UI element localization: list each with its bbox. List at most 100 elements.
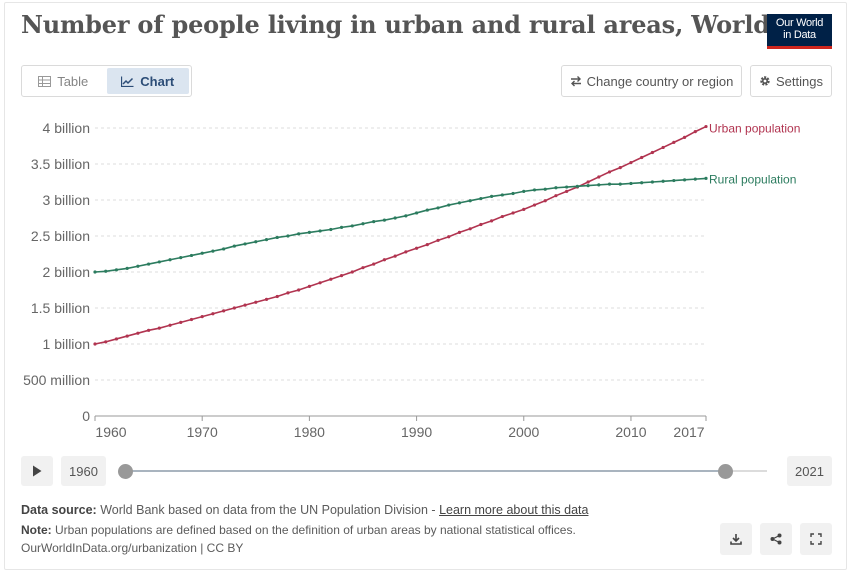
urban-population-label: Urban population	[709, 122, 800, 136]
rural-population-point	[232, 244, 236, 248]
urban-population-point	[243, 303, 247, 307]
play-button[interactable]	[21, 456, 53, 486]
series-labels: Urban population Rural population	[709, 122, 800, 187]
urban-population-point	[254, 300, 258, 304]
share-button[interactable]	[760, 523, 792, 555]
urban-population-point	[104, 340, 108, 344]
rural-population-point	[414, 211, 419, 215]
urban-population-point	[179, 320, 183, 324]
urban-population-point	[329, 277, 333, 281]
tab-chart-label: Chart	[140, 73, 175, 89]
urban-population-point	[382, 258, 387, 262]
tab-table-label: Table	[57, 73, 89, 89]
urban-population-point	[511, 211, 515, 215]
y-tick-label: 2.5 billion	[31, 228, 90, 244]
rural-population-point	[436, 206, 440, 210]
y-tick-label: 1.5 billion	[31, 300, 90, 316]
rural-population-point	[200, 251, 204, 255]
urban-population-point	[200, 315, 204, 319]
series-lines	[93, 124, 708, 346]
urban-population-point	[500, 214, 504, 219]
urban-population-point	[414, 246, 419, 250]
tab-table[interactable]: Table	[22, 66, 105, 96]
urban-population-point	[447, 235, 451, 239]
urban-population-point	[361, 266, 365, 270]
settings-button[interactable]: Settings	[750, 65, 832, 97]
rural-population-point	[468, 199, 472, 203]
swap-arrows-icon	[570, 76, 581, 87]
urban-population-point	[189, 317, 194, 322]
download-button[interactable]	[720, 523, 752, 555]
tab-chart[interactable]: Chart	[106, 68, 189, 94]
rural-population-point	[522, 189, 526, 193]
urban-population-point	[146, 328, 151, 332]
rural-population-point	[629, 181, 633, 186]
rural-population-point	[93, 270, 97, 274]
urban-population-point	[522, 207, 526, 211]
urban-population-point	[554, 194, 558, 198]
timeline-selected-range	[125, 470, 725, 472]
rural-population-point	[125, 266, 129, 270]
urban-population-point	[232, 306, 236, 310]
data-source-line: Data source: World Bank based on data fr…	[21, 503, 588, 517]
rural-population-point	[554, 186, 558, 190]
urban-population-point	[490, 219, 494, 223]
urban-population-point	[640, 155, 644, 160]
owid-logo[interactable]: Our World in Data	[767, 14, 832, 49]
timeline-end-year: 2021	[787, 456, 832, 486]
rural-population-point	[318, 229, 322, 233]
rural-population-point	[704, 176, 708, 180]
learn-more-link[interactable]: Learn more about this data	[439, 503, 589, 517]
urban-population-point	[114, 337, 119, 341]
urban-population-point	[661, 145, 665, 150]
rural-population-point	[243, 242, 247, 246]
line-chart-icon	[121, 76, 134, 87]
axes: 0 500 million 1 billion 1.5 billion 2 billio…	[23, 120, 707, 440]
change-country-button[interactable]: Change country or region	[561, 65, 742, 97]
x-tick-label: 2017	[673, 424, 704, 440]
note-label: Note:	[21, 523, 52, 537]
fullscreen-button[interactable]	[800, 523, 832, 555]
play-icon	[33, 465, 42, 477]
view-tabs: Table Chart	[21, 65, 192, 97]
y-tick-label: 4 billion	[43, 120, 90, 136]
rural-population-point	[618, 182, 622, 186]
settings-label: Settings	[776, 73, 823, 89]
x-tick-label: 2010	[615, 424, 646, 440]
urban-population-point	[457, 230, 462, 234]
share-icon	[770, 533, 782, 545]
timeline-end-handle[interactable]	[718, 464, 733, 479]
rural-population-point	[329, 227, 333, 232]
change-country-label: Change country or region	[586, 73, 734, 89]
urban-population-point	[682, 135, 687, 139]
urban-population-point	[543, 199, 547, 203]
timeline-start-handle[interactable]	[118, 464, 133, 479]
urban-population-point	[565, 189, 569, 193]
expand-icon	[810, 533, 822, 545]
urban-population-point	[468, 227, 472, 231]
logo-line-1: Our World	[775, 17, 824, 29]
rural-population-point	[307, 230, 311, 234]
rural-population-point	[275, 235, 279, 240]
urban-population-point	[297, 288, 301, 292]
urban-population-point	[618, 166, 622, 170]
urban-population-point	[372, 262, 376, 266]
rural-population-point	[136, 264, 140, 268]
rural-population-point	[565, 185, 569, 189]
rural-population-point	[286, 234, 290, 238]
note-text: Urban populations are defined based on t…	[55, 523, 576, 537]
rural-population-point	[597, 183, 601, 187]
rural-population-point	[682, 178, 687, 182]
rural-population-point	[211, 249, 215, 253]
urban-population-point	[436, 238, 440, 242]
urban-population-line	[94, 125, 707, 345]
rural-population-point	[447, 203, 451, 207]
chart-title: Number of people living in urban and rur…	[21, 10, 770, 39]
rural-population-point	[146, 262, 151, 266]
timeline-track[interactable]	[125, 470, 767, 472]
y-tick-label: 3.5 billion	[31, 156, 90, 172]
urban-population-point	[425, 243, 429, 247]
rural-population-point	[650, 180, 655, 184]
y-tick-label: 2 billion	[43, 264, 90, 280]
urban-population-point	[672, 140, 676, 144]
